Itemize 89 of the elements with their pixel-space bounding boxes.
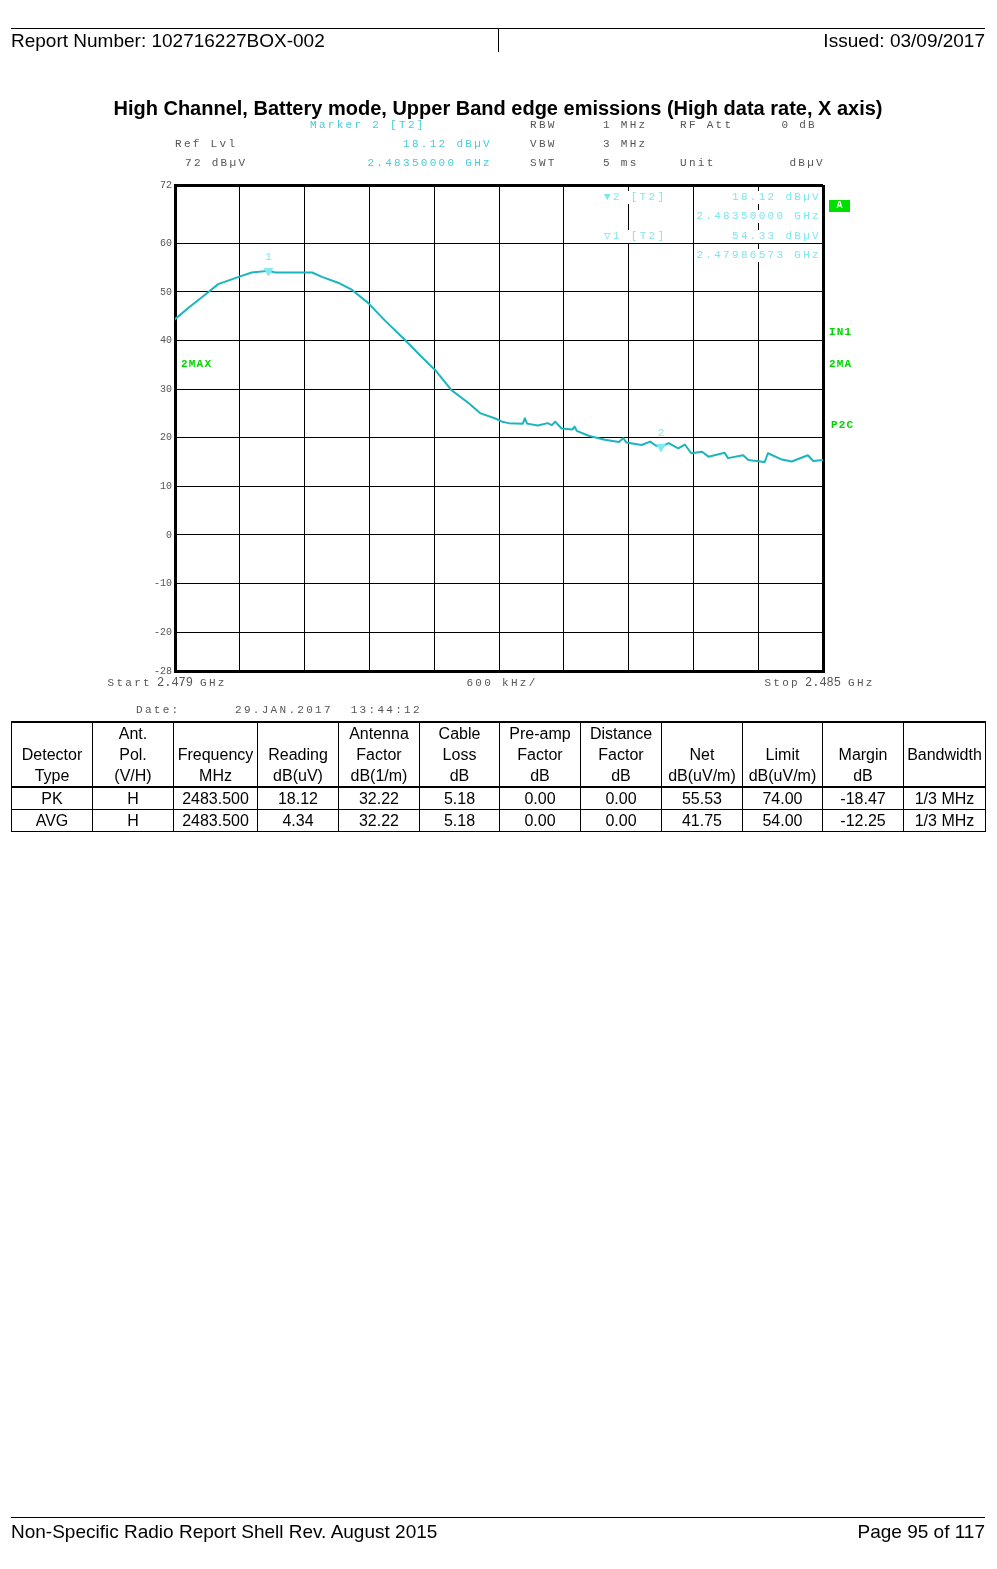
text: dBµV [789, 156, 825, 170]
text: PK [41, 790, 63, 807]
text: 2.48350000 GHz [367, 156, 492, 170]
text: 1/3 MHz [914, 812, 975, 829]
y-tick-label: 40 [159, 335, 172, 347]
text: Start [107, 676, 152, 690]
text: 32.22 [358, 790, 400, 807]
category-label: Margin dB [822, 722, 904, 787]
y-tick-label: 60 [159, 237, 172, 249]
text: H [127, 812, 139, 829]
y-tick-label: 20 [159, 432, 172, 444]
text: Date: [136, 703, 181, 717]
text: -18.47 [840, 790, 886, 807]
text: 1 MHz [603, 118, 648, 132]
text: GHz [848, 676, 875, 690]
category-label: Net dB(uV/m) [661, 722, 743, 787]
text: 29.JAN.2017 13:44:12 [235, 703, 422, 717]
category-label: Antenna Factor dB(1/m) [338, 722, 420, 787]
y-tick-label: -20 [153, 626, 172, 638]
y-tick-label: 10 [159, 480, 172, 492]
annotation: 2.48350000 GHz [696, 209, 821, 223]
text: 0 dB [781, 118, 817, 132]
annotation: 2MAX [181, 357, 213, 371]
text: 0.00 [524, 790, 556, 807]
category-label: Reading dB(uV) [257, 722, 339, 787]
text: 41.75 [681, 812, 723, 829]
text: SWT [530, 156, 557, 170]
text: Non-Specific Radio Report Shell Rev. August 2015 [11, 1521, 438, 1543]
annotation: ▽1 [T2] [604, 229, 667, 243]
text: VBW [530, 137, 557, 151]
text: 32.22 [358, 812, 400, 829]
text: Ref Lvl [175, 137, 238, 151]
text: 1/3 MHz [914, 790, 975, 807]
text: Unit [680, 156, 716, 170]
category-label: Frequency MHz [173, 722, 258, 787]
annotation: 18.12 dBµV [731, 190, 821, 204]
y-tick-label: 50 [159, 286, 172, 298]
category-label: Limit dB(uV/m) [742, 722, 823, 787]
text: 55.53 [681, 790, 723, 807]
text: 0.00 [524, 812, 556, 829]
annotation: ▼2 [T2] [604, 190, 667, 204]
text: A [829, 200, 850, 212]
y-tick-label: 0 [165, 529, 172, 541]
category-label: Cable Loss dB [419, 722, 500, 787]
y-tick-label: -10 [153, 578, 172, 590]
text: 5 ms [603, 156, 639, 170]
category-label: Bandwidth [903, 722, 986, 787]
text: GHz [200, 676, 227, 690]
annotation: 2 [657, 427, 665, 440]
text: AVG [35, 812, 69, 829]
text: Issued: 03/09/2017 [823, 30, 985, 52]
annotation: 54.33 dBµV [731, 229, 821, 243]
text: Page 95 of 117 [857, 1521, 985, 1543]
y-tick-label: 72 [159, 179, 172, 191]
text: 5.18 [443, 790, 476, 807]
annotation: 1 [265, 251, 273, 264]
text: 18.12 dBµV [402, 137, 492, 151]
text: 18.12 [277, 790, 319, 807]
category-label: Ant. Pol. (V/H) [92, 722, 174, 787]
text: 2483.500 [182, 812, 249, 829]
y-tick-label: -28 [153, 665, 172, 677]
annotation: 2.47986573 GHz [696, 248, 821, 262]
text: 74.00 [762, 790, 803, 807]
text: P2C [831, 418, 855, 432]
y-tick-label: 30 [159, 383, 172, 395]
text: RBW [530, 118, 557, 132]
text: 0.00 [605, 812, 637, 829]
chart-title: High Channel, Battery mode, Upper Band edge emissions (High data rate, X axis) [112, 96, 884, 120]
x-axis-title: 600 kHz/ [466, 676, 538, 689]
category-label: Distance Factor dB [580, 722, 662, 787]
text: 72 dBµV [185, 156, 248, 170]
text: 0.00 [605, 790, 637, 807]
text: 3 MHz [603, 137, 648, 151]
text: 2483.500 [182, 790, 249, 807]
text: Stop [764, 676, 800, 690]
text: IN1 [829, 325, 853, 339]
text: 4.34 [282, 812, 314, 829]
text: RF Att [680, 118, 734, 132]
text: Marker 2 [T2] [310, 118, 426, 132]
x-tick-label: 2.485 [804, 676, 842, 691]
x-tick-label: 2.479 [156, 676, 194, 691]
text: Report Number: 102716227BOX-002 [11, 30, 325, 52]
text: H [127, 790, 139, 807]
category-label: Detector Type [11, 722, 93, 787]
category-label: Pre-amp Factor dB [499, 722, 581, 787]
text: -12.25 [840, 812, 886, 829]
text: 54.00 [762, 812, 803, 829]
text: 5.18 [443, 812, 476, 829]
text: 2MA [829, 357, 853, 371]
